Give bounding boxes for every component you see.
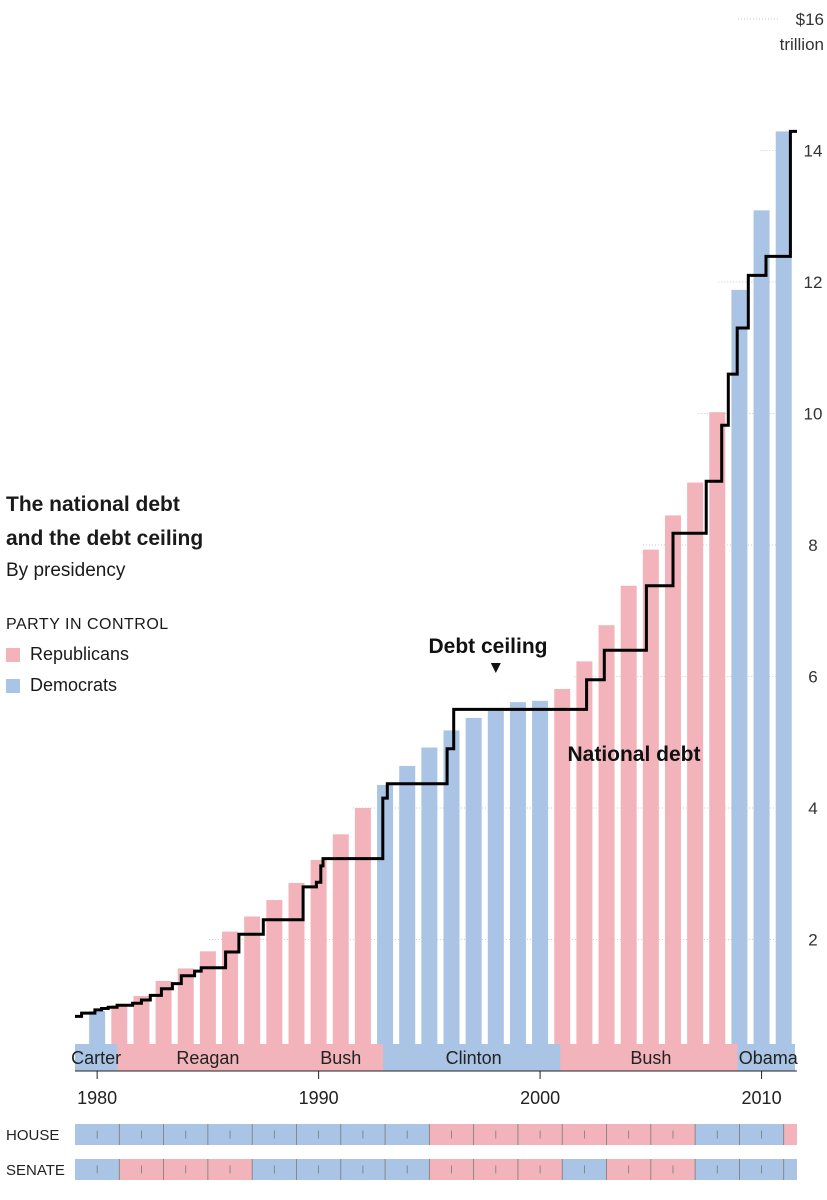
debt-bar xyxy=(354,808,371,1071)
presidency-band xyxy=(298,1044,384,1071)
debt-bar xyxy=(664,515,681,1071)
presidency-band xyxy=(564,1044,738,1071)
debt-bar xyxy=(576,661,593,1071)
y-top-label: $16 xyxy=(796,10,824,29)
debt-bar xyxy=(687,482,704,1072)
y-tick-label: 12 xyxy=(804,273,823,292)
x-tick-label: 2010 xyxy=(742,1088,782,1108)
debt-bars xyxy=(89,131,792,1072)
debt-bar xyxy=(421,747,438,1071)
debt-bar xyxy=(443,730,460,1071)
president-label: Carter xyxy=(71,1048,121,1068)
debt-bar xyxy=(642,549,659,1071)
congress-strips: HOUSE SENATE xyxy=(6,1124,797,1180)
president-label: Obama xyxy=(739,1048,799,1068)
debt-bar xyxy=(266,900,283,1071)
debt-bar xyxy=(377,784,394,1071)
x-tick-label: 2000 xyxy=(520,1088,560,1108)
y-tick-label: 14 xyxy=(804,142,823,161)
legend-item-republicans: Republicans xyxy=(6,644,203,665)
debt-bar xyxy=(332,834,349,1071)
debt-bar xyxy=(731,289,748,1071)
presidency-band xyxy=(387,1044,561,1071)
debt-bar xyxy=(753,210,770,1071)
y-tick-label: 6 xyxy=(808,668,817,687)
y-tick-label: 2 xyxy=(808,931,817,950)
republican-swatch xyxy=(6,647,20,662)
presidency-band xyxy=(741,1044,795,1071)
x-axis: 1980 1990 2000 2010 xyxy=(75,1070,797,1108)
debt-bar xyxy=(532,700,549,1071)
democrat-swatch xyxy=(6,678,20,693)
y-axis-labels: 2 4 6 8 10 12 14 $16 trillion xyxy=(780,10,824,950)
debt-bar xyxy=(709,412,726,1071)
annotations: Debt ceiling National debt xyxy=(428,635,700,766)
debt-bar xyxy=(509,702,526,1071)
chart-title-line2: and the debt ceiling xyxy=(6,527,204,550)
debt-bar xyxy=(554,688,571,1071)
legend-block: The national debt and the debt ceiling B… xyxy=(6,488,203,696)
legend-label-democrats: Democrats xyxy=(30,675,118,695)
debt-bar xyxy=(399,765,416,1071)
presidency-band xyxy=(121,1044,295,1071)
legend-item-democrats: Democrats xyxy=(6,675,203,696)
president-labels: Carter Reagan Bush Clinton Bush Obama xyxy=(71,1044,799,1071)
chart-subtitle: By presidency xyxy=(6,560,126,581)
congress-label: HOUSE xyxy=(6,1127,59,1144)
congress-segment xyxy=(695,1159,797,1180)
debt-ceiling-annotation: Debt ceiling xyxy=(428,635,547,658)
congress-label: SENATE xyxy=(6,1162,65,1179)
president-label: Bush xyxy=(320,1048,361,1068)
presidency-band xyxy=(75,1044,118,1071)
national-debt-annotation: National debt xyxy=(567,743,700,766)
y-tick-label: 8 xyxy=(808,536,817,555)
legend-label-republicans: Republicans xyxy=(30,644,130,664)
debt-bar xyxy=(487,710,504,1071)
legend-heading: PARTY IN CONTROL xyxy=(6,616,169,633)
president-label: Reagan xyxy=(176,1048,239,1068)
debt-bar xyxy=(598,625,615,1071)
president-label: Clinton xyxy=(446,1048,502,1068)
y-top-unit-label: trillion xyxy=(780,35,824,54)
debt-bar xyxy=(288,882,305,1071)
x-tick-label: 1990 xyxy=(299,1088,339,1108)
congress-segment xyxy=(783,1124,797,1145)
debt-ceiling-line xyxy=(75,129,797,1018)
x-tick-label: 1980 xyxy=(77,1088,117,1108)
chart-title-line1: The national debt xyxy=(6,493,180,516)
y-tick-label: 4 xyxy=(808,799,817,818)
debt-bar xyxy=(620,585,637,1071)
debt-bar xyxy=(465,717,482,1071)
president-label: Bush xyxy=(630,1048,671,1068)
debt-bar xyxy=(199,951,216,1071)
debt-bar xyxy=(775,131,792,1071)
debt-bar xyxy=(310,859,327,1071)
debt-bar xyxy=(244,916,261,1071)
y-tick-label: 10 xyxy=(804,405,823,424)
debt-ceiling-arrow-icon xyxy=(490,663,501,673)
